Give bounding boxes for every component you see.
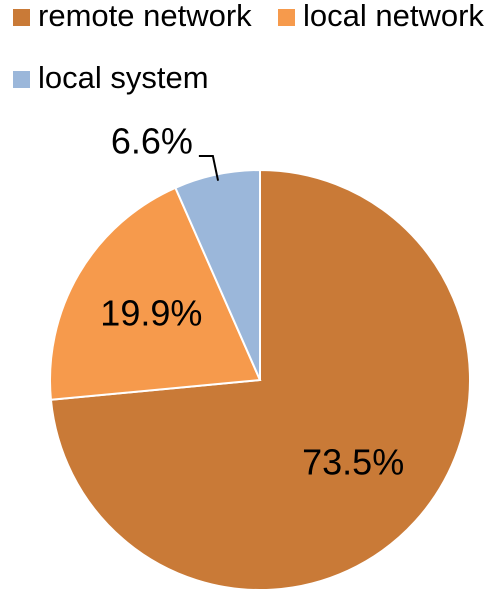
legend-swatch: [278, 9, 295, 26]
data-label: 6.6%: [111, 121, 193, 162]
legend-label: remote network: [38, 0, 252, 33]
legend-label: local network: [303, 0, 484, 33]
legend-label: local system: [38, 60, 209, 95]
data-label: 19.9%: [100, 293, 202, 334]
data-label: 73.5%: [302, 441, 404, 482]
legend-swatch: [13, 71, 30, 88]
pie-slice: [49, 186, 262, 401]
leader-line: [198, 155, 220, 181]
legend-swatch: [13, 9, 30, 26]
